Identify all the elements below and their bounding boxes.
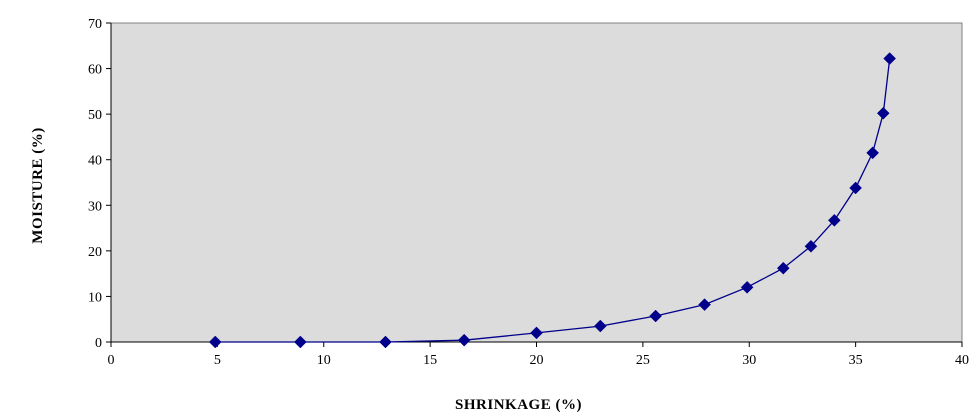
x-tick-label: 10 (317, 353, 331, 368)
y-tick-label: 30 (88, 199, 102, 214)
data-point-marker (827, 213, 841, 227)
data-point-marker (866, 146, 879, 160)
data-point-marker (457, 333, 471, 347)
x-tick-label: 5 (214, 353, 221, 368)
y-tick-label: 70 (88, 17, 102, 32)
data-point-marker (740, 280, 754, 294)
y-tick-label: 0 (95, 336, 102, 351)
y-tick-label: 50 (88, 108, 102, 123)
data-point-marker (593, 319, 607, 333)
data-point-marker (530, 326, 543, 340)
x-tick-label: 25 (636, 353, 650, 368)
series-layer (208, 52, 897, 349)
x-tick-label: 0 (108, 353, 115, 368)
data-point-marker (208, 335, 222, 349)
y-axis-ticks: 0 10 20 30 40 50 60 70 (88, 17, 111, 351)
x-tick-label: 20 (530, 353, 544, 368)
x-tick-label: 30 (742, 353, 756, 368)
x-tick-label: 40 (955, 353, 969, 368)
x-tick-label: 35 (849, 353, 863, 368)
x-axis-ticks: 0 5 10 15 20 25 30 35 40 (108, 342, 969, 368)
x-axis-title: SHRINKAGE (%) (455, 397, 582, 413)
data-point-marker (804, 239, 818, 253)
data-point-marker (883, 52, 897, 65)
data-point-marker (293, 335, 307, 349)
y-tick-label: 40 (88, 154, 102, 169)
data-point-marker (698, 298, 711, 311)
data-point-marker (379, 335, 392, 349)
y-tick-label: 60 (88, 63, 102, 78)
data-point-marker (649, 309, 662, 323)
data-point-marker (876, 106, 890, 120)
data-point-marker (849, 181, 862, 195)
y-tick-label: 10 (88, 290, 102, 305)
data-point-marker (776, 261, 790, 275)
y-tick-label: 20 (88, 245, 102, 260)
plot-area (110, 22, 963, 343)
y-axis-title: MOISTURE (%) (30, 127, 46, 243)
series-line (215, 58, 891, 343)
x-tick-label: 15 (423, 353, 437, 368)
